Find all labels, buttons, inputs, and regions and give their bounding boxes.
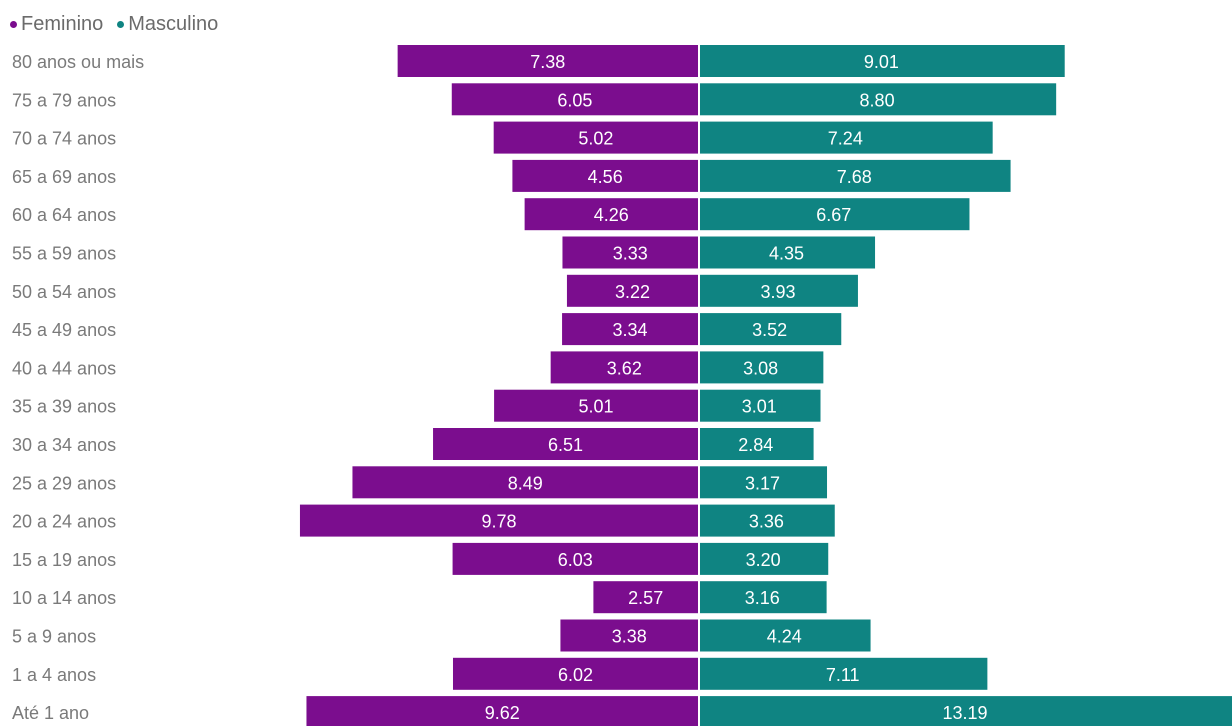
data-label-masculino-75-a-79-anos: 8.80 [860, 90, 895, 110]
bar-masculino-15-a-19-anos[interactable] [700, 542, 829, 575]
data-label-feminino-10-a-14-anos: 2.57 [628, 588, 663, 608]
category-label-ate-1-ano: Até 1 ano [12, 703, 89, 723]
category-label-65-a-69-anos: 65 a 69 anos [12, 167, 116, 187]
bar-feminino-20-a-24-anos[interactable] [299, 504, 698, 537]
data-label-feminino-50-a-54-anos: 3.22 [615, 282, 650, 302]
data-label-feminino-75-a-79-anos: 6.05 [557, 90, 592, 110]
data-label-feminino-15-a-19-anos: 6.03 [558, 550, 593, 570]
bar-masculino-60-a-64-anos[interactable] [700, 198, 970, 231]
legend-dot-feminino [10, 20, 17, 28]
legend-dot-masculino [117, 20, 125, 28]
data-label-masculino-60-a-64-anos: 6.67 [816, 205, 851, 225]
legend-item-masculino[interactable]: Masculino [117, 13, 218, 36]
data-label-feminino-5-a-9-anos: 3.38 [612, 627, 647, 647]
bar-feminino-40-a-44-anos[interactable] [550, 351, 698, 384]
bar-feminino-ate-1-ano[interactable] [306, 696, 698, 726]
data-label-feminino-80-anos-ou-mais: 7.38 [530, 52, 565, 72]
data-label-feminino-25-a-29-anos: 8.49 [508, 473, 543, 493]
bar-masculino-65-a-69-anos[interactable] [700, 159, 1011, 192]
data-label-feminino-55-a-59-anos: 3.33 [613, 244, 648, 264]
data-label-feminino-70-a-74-anos: 5.02 [578, 129, 613, 149]
bar-masculino-70-a-74-anos[interactable] [700, 121, 993, 154]
bar-masculino-ate-1-ano[interactable] [700, 696, 1232, 726]
category-label-70-a-74-anos: 70 a 74 anos [12, 129, 116, 149]
bar-feminino-70-a-74-anos[interactable] [493, 121, 698, 154]
category-label-75-a-79-anos: 75 a 79 anos [12, 90, 116, 110]
data-label-feminino-35-a-39-anos: 5.01 [579, 397, 614, 417]
legend-label-masculino: Masculino [128, 12, 219, 35]
data-label-feminino-65-a-69-anos: 4.56 [588, 167, 623, 187]
data-label-masculino-50-a-54-anos: 3.93 [760, 282, 795, 302]
data-label-feminino-ate-1-ano: 9.62 [485, 703, 520, 723]
bar-feminino-25-a-29-anos[interactable] [352, 466, 698, 499]
category-label-50-a-54-anos: 50 a 54 anos [12, 282, 116, 302]
data-label-feminino-1-a-4-anos: 6.02 [558, 665, 593, 685]
bar-feminino-45-a-49-anos[interactable] [562, 313, 698, 346]
bar-feminino-75-a-79-anos[interactable] [451, 83, 698, 116]
bar-masculino-45-a-49-anos[interactable] [700, 313, 842, 346]
bar-feminino-15-a-19-anos[interactable] [452, 542, 698, 575]
category-label-10-a-14-anos: 10 a 14 anos [12, 588, 116, 608]
data-label-masculino-25-a-29-anos: 3.17 [745, 473, 780, 493]
data-label-masculino-10-a-14-anos: 3.16 [745, 588, 780, 608]
data-label-masculino-20-a-24-anos: 3.36 [749, 512, 784, 532]
category-label-80-anos-ou-mais: 80 anos ou mais [12, 52, 144, 72]
data-label-masculino-45-a-49-anos: 3.52 [752, 320, 787, 340]
data-label-masculino-1-a-4-anos: 7.11 [826, 665, 860, 685]
data-label-feminino-20-a-24-anos: 9.78 [481, 512, 516, 532]
bar-feminino-55-a-59-anos[interactable] [562, 236, 698, 269]
bar-masculino-1-a-4-anos[interactable] [700, 657, 988, 690]
category-label-25-a-29-anos: 25 a 29 anos [12, 473, 116, 493]
data-label-masculino-70-a-74-anos: 7.24 [828, 129, 863, 149]
data-label-feminino-30-a-34-anos: 6.51 [548, 435, 583, 455]
bar-feminino-5-a-9-anos[interactable] [560, 619, 698, 652]
category-label-20-a-24-anos: 20 a 24 anos [12, 512, 116, 532]
bar-feminino-1-a-4-anos[interactable] [452, 657, 698, 690]
data-label-masculino-15-a-19-anos: 3.20 [746, 550, 781, 570]
bar-masculino-25-a-29-anos[interactable] [700, 466, 828, 499]
category-label-35-a-39-anos: 35 a 39 anos [12, 397, 116, 417]
bar-masculino-20-a-24-anos[interactable] [700, 504, 835, 537]
data-label-masculino-65-a-69-anos: 7.68 [837, 167, 872, 187]
bar-masculino-75-a-79-anos[interactable] [700, 83, 1057, 116]
bar-feminino-35-a-39-anos[interactable] [494, 389, 698, 422]
data-label-feminino-45-a-49-anos: 3.34 [613, 320, 648, 340]
category-label-15-a-19-anos: 15 a 19 anos [12, 550, 116, 570]
data-label-masculino-40-a-44-anos: 3.08 [743, 358, 778, 378]
bar-feminino-65-a-69-anos[interactable] [512, 159, 698, 192]
data-label-masculino-5-a-9-anos: 4.24 [767, 627, 802, 647]
bar-masculino-40-a-44-anos[interactable] [700, 351, 824, 384]
bar-masculino-80-anos-ou-mais[interactable] [700, 45, 1065, 77]
bar-feminino-10-a-14-anos[interactable] [593, 581, 698, 614]
legend-item-feminino[interactable]: Feminino [10, 13, 103, 36]
data-label-masculino-ate-1-ano: 13.19 [942, 703, 987, 723]
category-label-60-a-64-anos: 60 a 64 anos [12, 205, 116, 225]
bar-feminino-30-a-34-anos[interactable] [433, 428, 698, 460]
data-label-masculino-55-a-59-anos: 4.35 [769, 244, 804, 264]
data-label-masculino-35-a-39-anos: 3.01 [742, 397, 777, 417]
category-label-45-a-49-anos: 45 a 49 anos [12, 320, 116, 340]
category-label-55-a-59-anos: 55 a 59 anos [12, 244, 116, 264]
bar-feminino-60-a-64-anos[interactable] [524, 198, 698, 231]
data-label-masculino-80-anos-ou-mais: 9.01 [864, 52, 899, 72]
data-label-feminino-60-a-64-anos: 4.26 [594, 205, 629, 225]
category-label-40-a-44-anos: 40 a 44 anos [12, 358, 116, 378]
data-label-feminino-40-a-44-anos: 3.62 [607, 358, 642, 378]
category-label-30-a-34-anos: 30 a 34 anos [12, 435, 116, 455]
bar-masculino-35-a-39-anos[interactable] [700, 389, 821, 422]
category-label-1-a-4-anos: 1 a 4 anos [12, 665, 96, 685]
bar-feminino-80-anos-ou-mais[interactable] [397, 45, 698, 77]
legend: Feminino Masculino [10, 12, 232, 36]
legend-label-feminino: Feminino [21, 12, 104, 35]
bar-masculino-55-a-59-anos[interactable] [700, 236, 876, 269]
bar-masculino-10-a-14-anos[interactable] [700, 581, 827, 614]
data-label-masculino-30-a-34-anos: 2.84 [738, 435, 773, 455]
category-label-5-a-9-anos: 5 a 9 anos [12, 627, 96, 647]
bar-masculino-30-a-34-anos[interactable] [700, 428, 814, 460]
bar-masculino-50-a-54-anos[interactable] [700, 274, 858, 307]
bar-masculino-5-a-9-anos[interactable] [700, 619, 871, 652]
bar-feminino-50-a-54-anos[interactable] [566, 274, 698, 307]
